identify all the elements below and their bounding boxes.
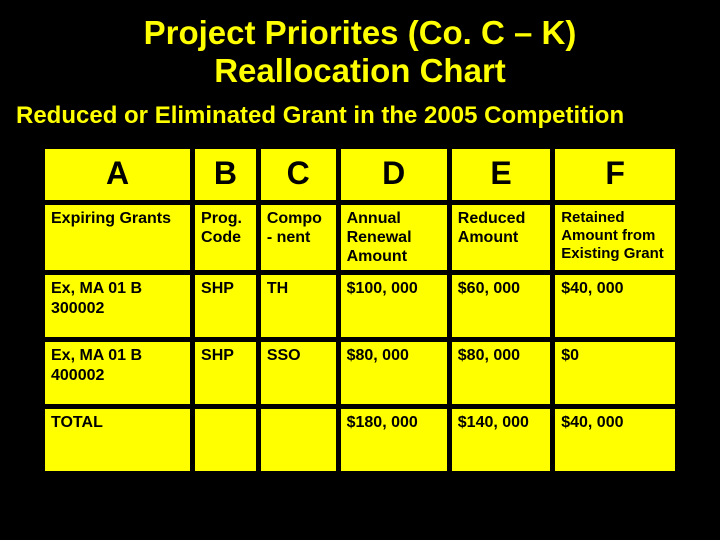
total-c [258,407,338,474]
slide-subtitle: Reduced or Eliminated Grant in the 2005 … [10,102,710,130]
col-header-b: B [193,146,259,202]
reallocation-table: A B C D E F Expiring Grants Prog. Code C… [40,144,680,477]
cell-e: $60, 000 [449,273,552,340]
total-f: $40, 000 [553,407,678,474]
title-line-1: Project Priorites (Co. C – K) [144,14,577,51]
total-label: TOTAL [43,407,193,474]
cell-d: $100, 000 [338,273,449,340]
cell-b: SHP [193,340,259,407]
cell-f: $0 [553,340,678,407]
cell-b: SHP [193,273,259,340]
cell-c: TH [258,273,338,340]
subheader-d: Annual Renewal Amount [338,202,449,273]
subheader-a: Expiring Grants [43,202,193,273]
cell-a: Ex, MA 01 B 400002 [43,340,193,407]
subheader-e: Reduced Amount [449,202,552,273]
table-total-row: TOTAL $180, 000 $140, 000 $40, 000 [43,407,678,474]
table-subheader-row: Expiring Grants Prog. Code Compo - nent … [43,202,678,273]
total-e: $140, 000 [449,407,552,474]
col-header-d: D [338,146,449,202]
table-header-row: A B C D E F [43,146,678,202]
slide: Project Priorites (Co. C – K) Reallocati… [0,0,720,540]
cell-a: Ex, MA 01 B 300002 [43,273,193,340]
subheader-f: Retained Amount from Existing Grant [553,202,678,273]
cell-e: $80, 000 [449,340,552,407]
cell-f: $40, 000 [553,273,678,340]
cell-c: SSO [258,340,338,407]
slide-title: Project Priorites (Co. C – K) Reallocati… [10,14,710,90]
col-header-f: F [553,146,678,202]
total-b [193,407,259,474]
cell-d: $80, 000 [338,340,449,407]
col-header-c: C [258,146,338,202]
col-header-a: A [43,146,193,202]
subheader-c: Compo - nent [258,202,338,273]
table-row: Ex, MA 01 B 300002 SHP TH $100, 000 $60,… [43,273,678,340]
title-line-2: Reallocation Chart [214,52,506,89]
table-row: Ex, MA 01 B 400002 SHP SSO $80, 000 $80,… [43,340,678,407]
subheader-b: Prog. Code [193,202,259,273]
total-d: $180, 000 [338,407,449,474]
col-header-e: E [449,146,552,202]
